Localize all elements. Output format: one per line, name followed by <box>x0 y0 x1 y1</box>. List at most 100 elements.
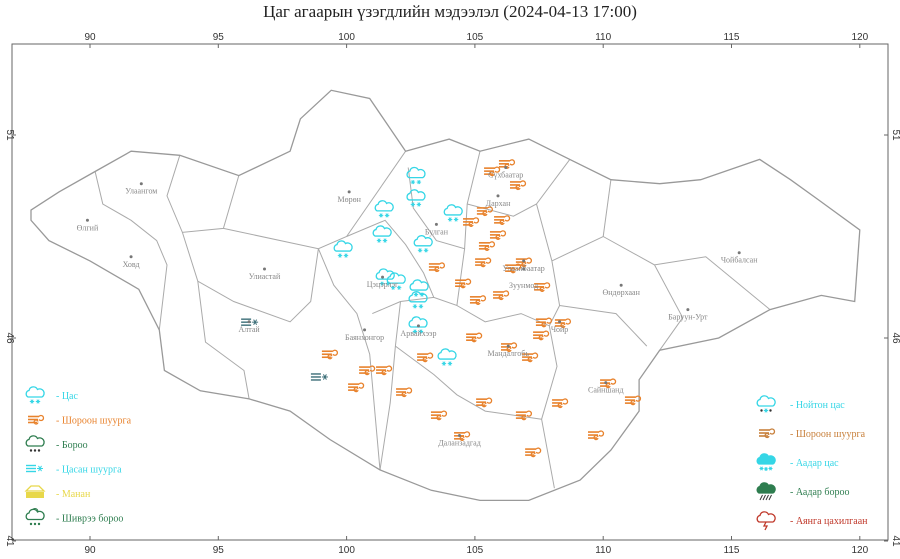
province-border <box>317 248 381 470</box>
dust-storm-icon <box>624 395 642 406</box>
lon-label-top: 115 <box>724 32 740 43</box>
dust-storm-icon <box>522 352 539 363</box>
dust-storm-icon <box>489 230 507 240</box>
city-label: Мөрөн <box>337 195 361 204</box>
legend-label: - Шороон шуурга <box>56 416 132 427</box>
map-frame <box>11 43 889 541</box>
thunderstorm-icon <box>756 511 776 531</box>
lon-label-top: 90 <box>84 32 96 43</box>
snow-icon <box>408 316 428 334</box>
lon-label-bottom: 105 <box>467 545 484 556</box>
city-dot <box>416 324 420 328</box>
snow-icon <box>406 189 426 207</box>
city-dot <box>558 320 562 324</box>
city-label: Улаангом <box>125 187 157 196</box>
legend-right: - Нойтон цас - Шороон шуурга - Аадар цас - … <box>756 395 868 531</box>
legend-label: - Манан <box>56 489 91 500</box>
dust-storm-icon <box>359 365 376 376</box>
lat-label-right: 46 <box>890 332 900 344</box>
lon-label-bottom: 90 <box>84 545 96 556</box>
dust-storm-icon <box>417 352 434 363</box>
map-title: Цаг агаарын үзэгдлийн мэдээлэл (2024-04-… <box>263 2 637 21</box>
lon-label-top: 100 <box>338 32 355 43</box>
city-label: Өлгий <box>77 223 99 232</box>
blowing-snow-icon <box>26 464 43 473</box>
city-label: Чойр <box>551 325 568 334</box>
dust-storm-icon <box>759 428 776 439</box>
dust-storm-icon <box>494 215 511 225</box>
province-border <box>407 151 481 250</box>
city-label: Чойбалсан <box>721 256 758 265</box>
wet-snow-icon <box>756 395 776 413</box>
city-dot <box>381 275 385 279</box>
city-dot <box>604 381 608 385</box>
city-dot <box>504 165 508 169</box>
lon-label-top: 120 <box>851 32 868 43</box>
lat-label-right: 41 <box>890 535 900 547</box>
lon-label-bottom: 110 <box>595 545 611 556</box>
city-label: Цэцэрлэг <box>367 280 399 289</box>
legend-label: - Бороо <box>56 440 88 451</box>
province-border <box>197 281 250 399</box>
dust-storm-icon <box>469 295 487 305</box>
snow-icon <box>408 291 428 309</box>
dust-storm-icon <box>535 317 553 328</box>
legend-left: - Цас - Шороон шуурга - Бороо - Цасан шуург… <box>24 386 132 526</box>
blowing-snow-icon <box>310 373 328 381</box>
city-dot <box>247 320 251 324</box>
rain-icon <box>25 435 45 452</box>
dust-storm-icon <box>484 166 501 177</box>
rain-shower-icon <box>756 482 776 501</box>
province-border <box>536 203 561 327</box>
dust-storm-icon <box>552 398 569 409</box>
snow-icon <box>333 240 353 258</box>
snow-icon <box>374 200 394 218</box>
axis-ticks: 90 90 95 95 100 100 105 105 110 110 115 115 120 120 51… <box>4 32 900 556</box>
city-label: Даланзадгад <box>438 438 481 447</box>
city-dot <box>363 328 367 332</box>
dust-storm-icon <box>455 278 472 289</box>
dust-storm-icon <box>475 257 492 268</box>
province-border <box>166 155 240 233</box>
city-dot <box>347 190 351 194</box>
city-label: Дархан <box>486 199 511 208</box>
dust-storm-icon <box>476 397 493 408</box>
country-outline <box>30 89 861 502</box>
province-border <box>467 159 571 217</box>
city-dot <box>619 283 623 287</box>
legend-label: - Цасан шуурга <box>56 465 122 476</box>
legend-label: - Шороон шуурга <box>790 429 866 440</box>
province-border <box>602 179 612 237</box>
dust-storm-icon <box>534 282 551 292</box>
dust-storm-icon <box>430 410 448 421</box>
dust-storm-icon <box>28 414 45 425</box>
snow-icon <box>406 166 426 185</box>
city-dot <box>506 344 510 348</box>
dust-storm-icon <box>533 330 550 341</box>
city-dot <box>737 251 741 255</box>
mongolia-border <box>30 89 861 502</box>
city-label: Улиастай <box>249 272 281 281</box>
dust-storm-icon <box>478 241 496 251</box>
snow-icon <box>386 272 406 290</box>
dust-storm-icon <box>476 206 494 217</box>
dust-storm-icon <box>463 217 480 228</box>
dust-storm-icon <box>525 447 542 458</box>
province-border <box>654 256 771 310</box>
fog-icon <box>24 485 46 498</box>
city-dot <box>129 255 133 259</box>
city-label: Баянхонгор <box>345 333 384 342</box>
lon-label-bottom: 95 <box>213 545 225 556</box>
dust-storm-icon <box>454 431 471 441</box>
province-border <box>223 150 407 250</box>
lat-label-left: 51 <box>4 129 15 141</box>
dust-storm-icon <box>321 349 339 360</box>
snow-icon <box>372 225 392 243</box>
city-dot <box>522 267 526 271</box>
legend-label: - Аадар бороо <box>790 487 849 498</box>
legend-label: - Нойтон цас <box>790 400 845 411</box>
city-label: Зуунмод <box>509 281 538 290</box>
city-label: Сүхбаатар <box>488 170 523 179</box>
snow-shower-icon <box>756 453 776 471</box>
